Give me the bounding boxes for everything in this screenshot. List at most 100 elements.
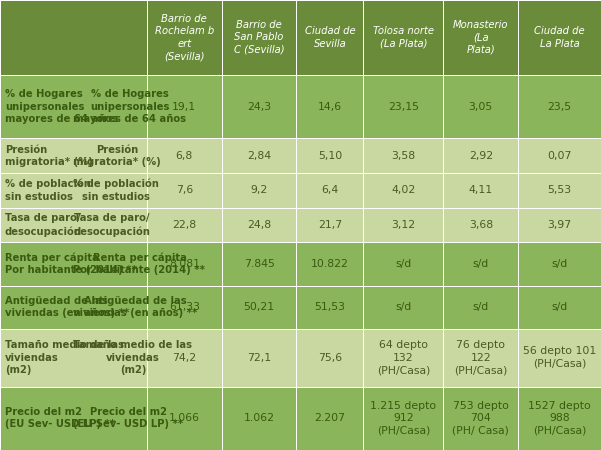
Text: Renta per cápita
Por habitante (2014) **: Renta per cápita Por habitante (2014) **: [73, 252, 206, 275]
Text: % de población
sin estudios: % de población sin estudios: [5, 179, 91, 202]
Bar: [222, 208, 296, 242]
Text: 1.215 depto
912
(PH/Casa): 1.215 depto 912 (PH/Casa): [370, 401, 436, 436]
Bar: [296, 387, 363, 450]
Bar: [363, 75, 444, 139]
Bar: [222, 75, 296, 139]
Bar: [0, 208, 147, 242]
Text: 1527 depto
988
(PH/Casa): 1527 depto 988 (PH/Casa): [528, 401, 591, 436]
Bar: [518, 208, 601, 242]
Text: % de Hogares
unipersonales
mayores de 64 años: % de Hogares unipersonales mayores de 64…: [73, 90, 186, 124]
Bar: [147, 173, 222, 208]
Text: 1.062: 1.062: [243, 413, 275, 423]
Text: Precio del m2
(EU Sev- USD LP) **: Precio del m2 (EU Sev- USD LP) **: [73, 407, 184, 429]
Text: 7,6: 7,6: [175, 185, 193, 195]
Bar: [147, 329, 222, 387]
Text: 61,33: 61,33: [169, 302, 200, 312]
Bar: [0, 242, 147, 286]
Text: 76 depto
122
(PH/Casa): 76 depto 122 (PH/Casa): [454, 340, 507, 375]
Text: Tamaño medio de las
viviendas
(m2): Tamaño medio de las viviendas (m2): [5, 340, 124, 375]
Text: 24,8: 24,8: [247, 220, 271, 230]
Bar: [363, 208, 444, 242]
Bar: [222, 242, 296, 286]
Bar: [222, 0, 296, 75]
Bar: [222, 286, 296, 329]
Text: Monasterio
(La
Plata): Monasterio (La Plata): [453, 20, 508, 55]
Bar: [0, 139, 147, 173]
Bar: [363, 0, 444, 75]
Text: 10.822: 10.822: [311, 259, 349, 269]
Bar: [296, 329, 363, 387]
Bar: [296, 75, 363, 139]
Bar: [147, 0, 222, 75]
Bar: [147, 387, 222, 450]
Bar: [444, 329, 518, 387]
Text: s/d: s/d: [552, 302, 568, 312]
Bar: [0, 286, 147, 329]
Text: 5,10: 5,10: [318, 151, 342, 161]
Text: Antigüedad de las
viviendas (en años) **: Antigüedad de las viviendas (en años) **: [5, 296, 129, 319]
Text: 6,8: 6,8: [175, 151, 193, 161]
Text: 3,68: 3,68: [469, 220, 493, 230]
Bar: [444, 75, 518, 139]
Text: 8.081: 8.081: [169, 259, 200, 269]
Bar: [0, 242, 147, 286]
Bar: [518, 173, 601, 208]
Text: 72,1: 72,1: [247, 353, 271, 363]
Bar: [0, 387, 147, 450]
Bar: [518, 329, 601, 387]
Text: Tolosa norte
(La Plata): Tolosa norte (La Plata): [373, 26, 434, 49]
Bar: [0, 75, 147, 139]
Bar: [363, 173, 444, 208]
Text: 22,8: 22,8: [172, 220, 197, 230]
Bar: [518, 387, 601, 450]
Bar: [0, 75, 147, 139]
Bar: [444, 139, 518, 173]
Bar: [518, 75, 601, 139]
Text: 4,02: 4,02: [391, 185, 415, 195]
Bar: [147, 139, 222, 173]
Text: Antigüedad de las
viviendas (en años) **: Antigüedad de las viviendas (en años) **: [73, 296, 198, 319]
Text: 753 depto
704
(PH/ Casa): 753 depto 704 (PH/ Casa): [453, 401, 509, 436]
Bar: [147, 208, 222, 242]
Bar: [296, 242, 363, 286]
Bar: [0, 173, 147, 208]
Text: s/d: s/d: [472, 259, 489, 269]
Text: Precio del m2
(EU Sev- USD LP) **: Precio del m2 (EU Sev- USD LP) **: [5, 407, 115, 429]
Bar: [363, 242, 444, 286]
Text: s/d: s/d: [395, 259, 412, 269]
Text: s/d: s/d: [395, 302, 412, 312]
Bar: [222, 173, 296, 208]
Text: 51,53: 51,53: [314, 302, 346, 312]
Text: s/d: s/d: [552, 259, 568, 269]
Text: Barrio de
San Pablo
C (Sevilla): Barrio de San Pablo C (Sevilla): [234, 20, 284, 55]
Text: 4,11: 4,11: [469, 185, 493, 195]
Text: % de Hogares
unipersonales
mayores de 64 años: % de Hogares unipersonales mayores de 64…: [5, 90, 118, 124]
Bar: [0, 139, 147, 173]
Bar: [518, 139, 601, 173]
Text: 3,12: 3,12: [391, 220, 415, 230]
Text: 19,1: 19,1: [172, 102, 197, 112]
Bar: [363, 329, 444, 387]
Text: Ciudad de
La Plata: Ciudad de La Plata: [534, 26, 585, 49]
Text: 2.207: 2.207: [314, 413, 346, 423]
Bar: [296, 286, 363, 329]
Text: % de población
sin estudios: % de población sin estudios: [73, 179, 159, 202]
Text: Presión
migratoria* (%): Presión migratoria* (%): [73, 144, 161, 167]
Text: s/d: s/d: [472, 302, 489, 312]
Text: Tasa de paro/
desocupación: Tasa de paro/ desocupación: [5, 213, 82, 237]
Text: 23,15: 23,15: [388, 102, 419, 112]
Text: 50,21: 50,21: [243, 302, 275, 312]
Text: 23,5: 23,5: [548, 102, 572, 112]
Bar: [0, 173, 147, 208]
Text: 3,05: 3,05: [469, 102, 493, 112]
Text: 6,4: 6,4: [322, 185, 338, 195]
Text: Barrio de
Rochelam b
ert
(Sevilla): Barrio de Rochelam b ert (Sevilla): [154, 14, 214, 61]
Bar: [444, 242, 518, 286]
Bar: [0, 286, 147, 329]
Bar: [444, 387, 518, 450]
Bar: [444, 0, 518, 75]
Bar: [518, 286, 601, 329]
Text: Ciudad de
Sevilla: Ciudad de Sevilla: [305, 26, 355, 49]
Text: 14,6: 14,6: [318, 102, 342, 112]
Bar: [147, 242, 222, 286]
